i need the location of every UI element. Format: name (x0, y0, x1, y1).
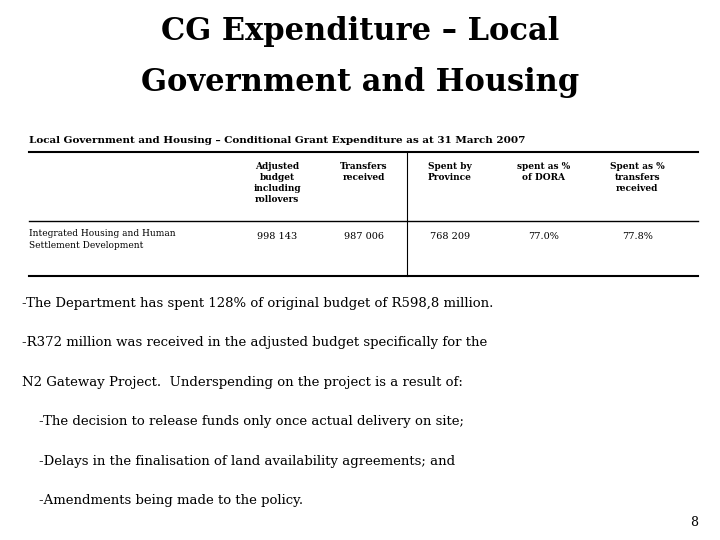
Text: Local Government and Housing – Conditional Grant Expenditure as at 31 March 2007: Local Government and Housing – Condition… (29, 136, 525, 145)
Text: CG Expenditure – Local: CG Expenditure – Local (161, 16, 559, 47)
Text: Spent as %
transfers
received: Spent as % transfers received (610, 162, 665, 193)
Text: Spent by
Province: Spent by Province (428, 162, 472, 182)
Text: -The decision to release funds only once actual delivery on site;: -The decision to release funds only once… (22, 415, 464, 428)
Text: 8: 8 (690, 516, 698, 529)
Text: Transfers
received: Transfers received (340, 162, 387, 182)
Text: 768 209: 768 209 (430, 232, 470, 241)
Text: Government and Housing: Government and Housing (141, 68, 579, 98)
Text: -Amendments being made to the policy.: -Amendments being made to the policy. (22, 494, 302, 507)
Text: -Delays in the finalisation of land availability agreements; and: -Delays in the finalisation of land avai… (22, 455, 455, 468)
Text: Integrated Housing and Human
Settlement Development: Integrated Housing and Human Settlement … (29, 230, 176, 249)
Text: spent as %
of DORA: spent as % of DORA (517, 162, 570, 182)
Text: -The Department has spent 128% of original budget of R598,8 million.: -The Department has spent 128% of origin… (22, 297, 493, 310)
Text: N2 Gateway Project.  Underspending on the project is a result of:: N2 Gateway Project. Underspending on the… (22, 376, 462, 389)
Text: 998 143: 998 143 (257, 232, 297, 241)
Text: 987 006: 987 006 (343, 232, 384, 241)
Text: Adjusted
budget
including
rollovers: Adjusted budget including rollovers (253, 162, 301, 204)
Text: 77.8%: 77.8% (622, 232, 652, 241)
Text: -R372 million was received in the adjusted budget specifically for the: -R372 million was received in the adjust… (22, 336, 487, 349)
Text: 77.0%: 77.0% (528, 232, 559, 241)
